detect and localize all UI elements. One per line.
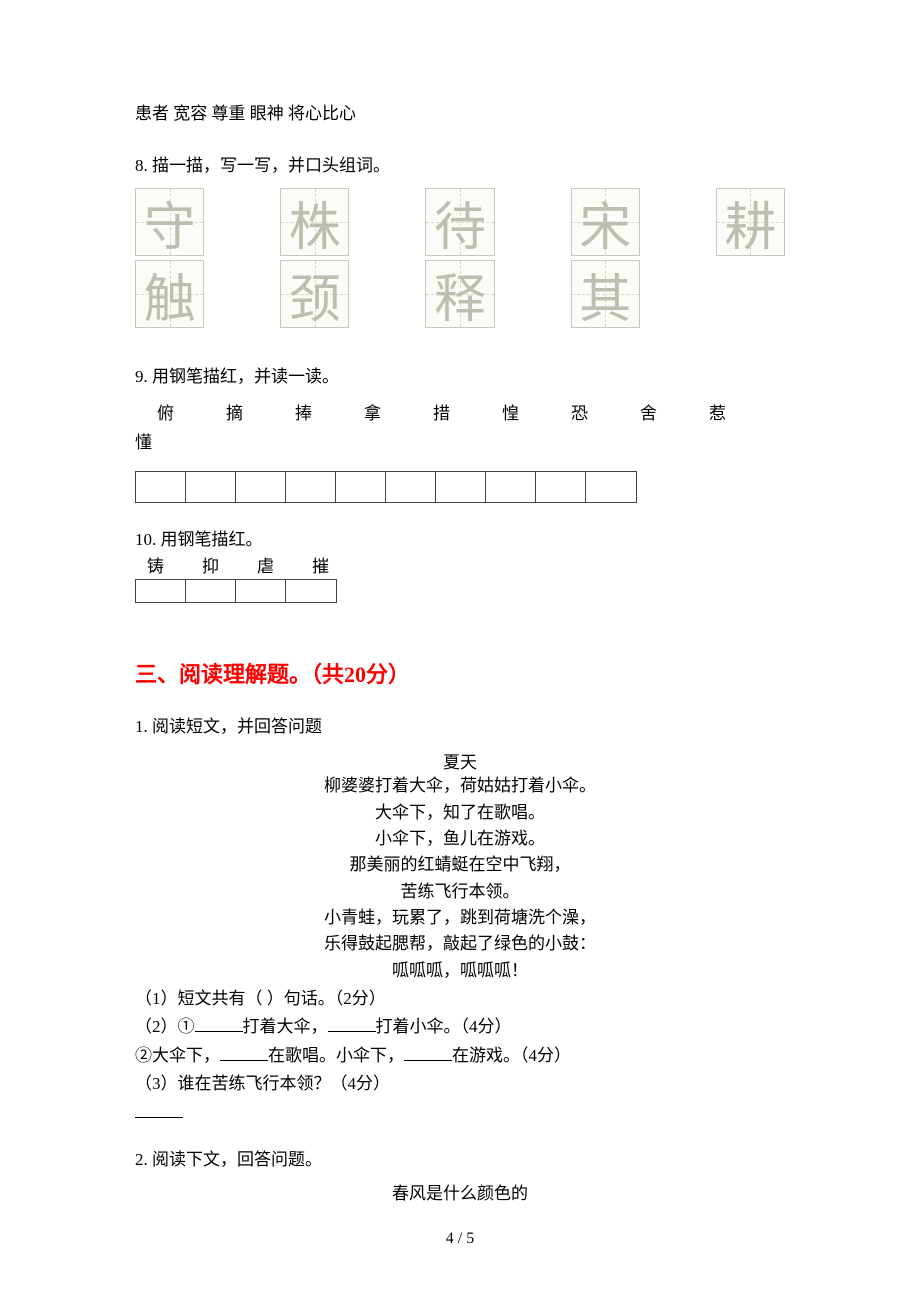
text: （2）① bbox=[135, 1017, 195, 1036]
trace-cell[interactable]: 释 bbox=[425, 260, 494, 328]
text: 在歌唱。小伞下， bbox=[268, 1046, 404, 1065]
text: 打着大伞， bbox=[243, 1017, 328, 1036]
trace-char: 其 bbox=[579, 257, 631, 332]
q9-char: 摘 bbox=[226, 399, 243, 424]
q9-char: 恐 bbox=[571, 399, 588, 424]
answer-blank-line bbox=[135, 1100, 785, 1126]
trace-cell[interactable]: 触 bbox=[135, 260, 204, 328]
grid-cell[interactable] bbox=[286, 580, 336, 602]
fill-blank[interactable] bbox=[220, 1044, 268, 1061]
poem-line: 呱呱呱，呱呱呱！ bbox=[135, 958, 785, 984]
q9-char: 捧 bbox=[295, 399, 312, 424]
text: 打着小伞。（4分） bbox=[376, 1017, 512, 1036]
poem-line: 那美丽的红蜻蜓在空中飞翔， bbox=[135, 852, 785, 878]
poem-line: 柳婆婆打着大伞，荷姑姑打着小伞。 bbox=[135, 773, 785, 799]
q9-prompt: 9. 用钢笔描红，并读一读。 bbox=[135, 362, 785, 387]
reading1-prompt: 1. 阅读短文，并回答问题 bbox=[135, 713, 785, 740]
grid-cell[interactable] bbox=[186, 472, 236, 502]
q10-char: 摧 bbox=[312, 552, 329, 577]
grid-cell[interactable] bbox=[186, 580, 236, 602]
trace-cell[interactable]: 宋 bbox=[571, 188, 640, 256]
fill-blank[interactable] bbox=[328, 1015, 376, 1032]
fill-blank[interactable] bbox=[404, 1044, 452, 1061]
trace-char: 守 bbox=[144, 185, 196, 260]
q9-char: 惶 bbox=[502, 399, 519, 424]
trace-char: 释 bbox=[434, 257, 486, 332]
grid-cell[interactable] bbox=[236, 580, 286, 602]
q9-char: 拿 bbox=[364, 399, 381, 424]
grid-cell[interactable] bbox=[486, 472, 536, 502]
poem-line: 乐得鼓起腮帮，敲起了绿色的小鼓： bbox=[135, 931, 785, 957]
trace-char: 株 bbox=[289, 185, 341, 260]
grid-cell[interactable] bbox=[136, 580, 186, 602]
fill-blank[interactable] bbox=[195, 1015, 243, 1032]
q10-char: 铸 bbox=[147, 552, 164, 577]
reading2-title: 春风是什么颜色的 bbox=[135, 1179, 785, 1204]
reading2-prompt: 2. 阅读下文，回答问题。 bbox=[135, 1146, 785, 1173]
q9-chars: 俯 摘 捧 拿 措 惶 恐 舍 惹 懂 bbox=[135, 399, 785, 453]
trace-row: 触 颈 释 其 bbox=[135, 260, 785, 328]
grid-cell[interactable] bbox=[436, 472, 486, 502]
poem-line: 小青蛙，玩累了，跳到荷塘洗个澡， bbox=[135, 905, 785, 931]
q9-char: 舍 bbox=[640, 399, 657, 424]
reading1-sub3: （3）谁在苦练飞行本领？（4分） bbox=[135, 1071, 785, 1097]
q9-char: 俯 bbox=[157, 399, 174, 424]
q10-char: 抑 bbox=[202, 552, 219, 577]
trace-cell[interactable]: 株 bbox=[280, 188, 349, 256]
grid-cell[interactable] bbox=[586, 472, 636, 502]
trace-cell[interactable]: 耕 bbox=[716, 188, 785, 256]
q10-char: 虐 bbox=[257, 552, 274, 577]
trace-cell[interactable]: 颈 bbox=[280, 260, 349, 328]
section3-heading: 三、阅读理解题。（共20分） bbox=[135, 657, 785, 689]
q9-char: 懂 bbox=[135, 428, 785, 453]
q8-prompt: 8. 描一描，写一写，并口头组词。 bbox=[135, 151, 785, 176]
grid-cell[interactable] bbox=[336, 472, 386, 502]
q10-chars: 铸 抑 虐 摧 bbox=[135, 552, 785, 577]
text: ②大伞下， bbox=[135, 1046, 220, 1065]
trace-cell[interactable]: 其 bbox=[571, 260, 640, 328]
poem-line: 小伞下，鱼儿在游戏。 bbox=[135, 826, 785, 852]
fill-blank[interactable] bbox=[135, 1101, 183, 1118]
grid-cell[interactable] bbox=[136, 472, 186, 502]
q10-prompt: 10. 用钢笔描红。 bbox=[135, 525, 785, 550]
poem-line: 苦练飞行本领。 bbox=[135, 879, 785, 905]
q9-char: 惹 bbox=[709, 399, 726, 424]
poem-line: 大伞下，知了在歌唱。 bbox=[135, 800, 785, 826]
q8-trace-grid: 守 株 待 宋 耕 触 颈 释 其 bbox=[135, 188, 785, 328]
grid-cell[interactable] bbox=[536, 472, 586, 502]
vocab-line: 患者 宽容 尊重 眼神 将心比心 bbox=[135, 100, 785, 127]
trace-cell[interactable]: 待 bbox=[425, 188, 494, 256]
trace-char: 触 bbox=[144, 257, 196, 332]
grid-cell[interactable] bbox=[236, 472, 286, 502]
grid-cell[interactable] bbox=[386, 472, 436, 502]
reading1-sub1: （1）短文共有（ ）句话。（2分） bbox=[135, 986, 785, 1012]
reading1-title: 夏天 bbox=[135, 748, 785, 773]
reading1-sub2b: ②大伞下， 在歌唱。小伞下， 在游戏。（4分） bbox=[135, 1043, 785, 1069]
trace-char: 耕 bbox=[724, 185, 776, 260]
trace-row: 守 株 待 宋 耕 bbox=[135, 188, 785, 256]
page-footer: 4 / 5 bbox=[0, 1230, 920, 1248]
trace-cell[interactable]: 守 bbox=[135, 188, 204, 256]
text: 在游戏。（4分） bbox=[452, 1046, 571, 1065]
trace-char: 颈 bbox=[289, 257, 341, 332]
grid-cell[interactable] bbox=[286, 472, 336, 502]
reading1-sub2a: （2）① 打着大伞， 打着小伞。（4分） bbox=[135, 1014, 785, 1040]
trace-char: 宋 bbox=[579, 185, 631, 260]
trace-char: 待 bbox=[434, 185, 486, 260]
q9-char: 措 bbox=[433, 399, 450, 424]
q9-grid[interactable] bbox=[135, 471, 637, 503]
q10-grid[interactable] bbox=[135, 579, 337, 603]
